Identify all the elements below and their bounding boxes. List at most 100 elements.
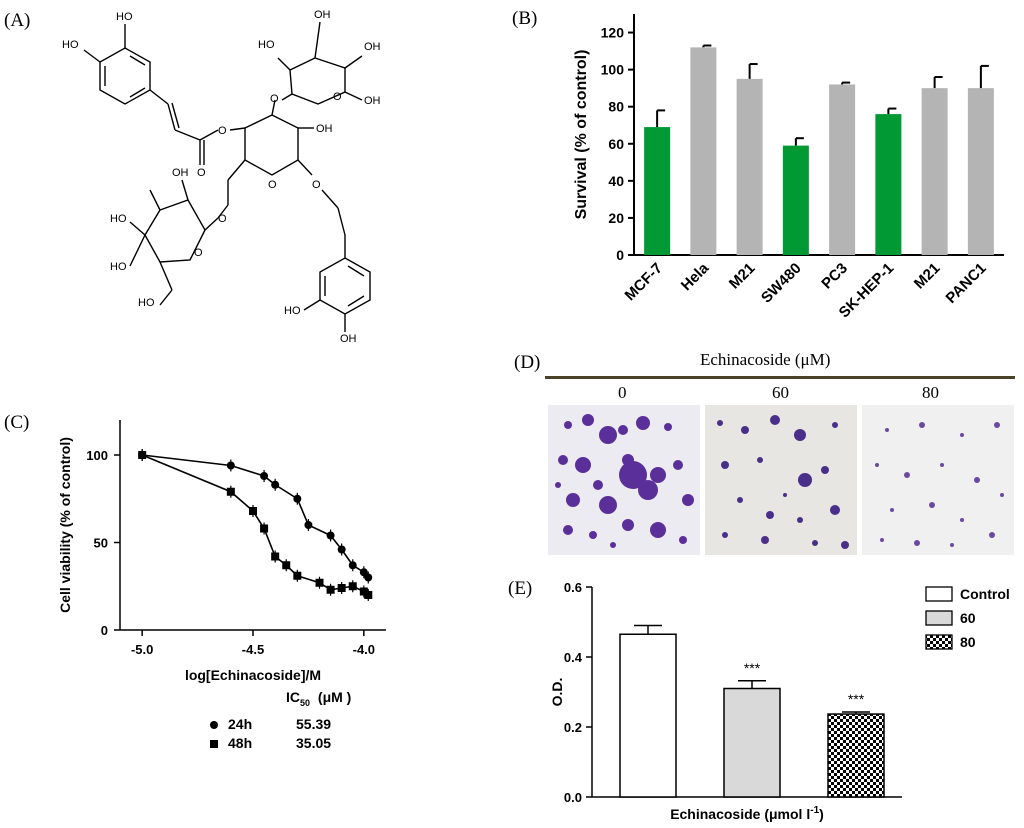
data-point-square: [337, 584, 346, 592]
data-point-circle: [326, 531, 335, 540]
chart-c: 0 50 100 -5.0 -4.5 -4.0 log[Echinacoside]/M Cel…: [57, 420, 386, 683]
y-tick-label: 0: [616, 247, 624, 263]
molecule-label: HO: [116, 11, 133, 23]
molecule-label: OH: [316, 123, 333, 135]
data-point-circle: [304, 521, 313, 529]
ic50-header: IC50 (μM ): [286, 689, 351, 708]
molecule-label: OH: [340, 333, 357, 345]
stain-image-0: [548, 405, 700, 555]
molecule-label: O: [218, 125, 227, 137]
molecule-label: O: [197, 167, 206, 179]
y-axis-label: Survival (% of control): [573, 50, 590, 220]
x-tick-label: M21: [726, 260, 759, 293]
legend-swatch: [925, 634, 953, 650]
y-tick-label: 0: [101, 623, 108, 638]
molecule-label: OH: [314, 9, 331, 21]
bar: [921, 88, 948, 256]
panel-d-rule: [545, 376, 1015, 379]
stain-image-60: [705, 405, 857, 555]
ic50-row-value: 55.39: [296, 716, 332, 732]
bar: [782, 145, 809, 255]
molecule-label: OH: [364, 41, 381, 53]
significance-label: ***: [744, 660, 761, 676]
chart-b: 0 20 40 60 80 100 120 Survival (% of control) MC…: [573, 14, 1004, 321]
series-line: [142, 454, 369, 579]
x-tick-label: PANC1: [943, 260, 990, 307]
data-point-square: [226, 487, 235, 496]
y-tick-label: 40: [608, 173, 624, 189]
bar: [690, 47, 717, 255]
bar: [619, 633, 677, 798]
data-point-square: [348, 582, 357, 591]
data-point-square: [249, 507, 257, 515]
data-point-square: [282, 561, 291, 570]
ic50-header-sub: 50: [300, 697, 311, 708]
x-axis-label: Echinacoside (μmol l-1): [670, 805, 824, 822]
y-tick-label: 0.0: [564, 790, 582, 805]
y-tick-label: 100: [601, 62, 625, 78]
ic50-row-label: 48h: [228, 735, 253, 751]
molecule-label: O: [218, 213, 227, 225]
stain-image-80: [862, 405, 1014, 555]
molecule-label: HO: [110, 213, 127, 225]
data-point-square: [364, 591, 373, 599]
x-tick-label: -5.0: [131, 642, 153, 657]
x-tick-label: Hela: [678, 259, 713, 294]
molecule-label: HO: [62, 39, 79, 51]
x-tick-label: PC3: [818, 260, 851, 293]
ic50-row-label: 24h: [228, 716, 253, 732]
panel-label-b: (B): [512, 8, 538, 29]
x-axis-label: log[Echinacoside]/M: [185, 667, 321, 683]
y-tick-label: 0.2: [564, 720, 582, 735]
data-point-square: [359, 587, 368, 596]
y-axis-label: Cell viability (% of control): [57, 437, 73, 613]
x-tick-label: -4.5: [242, 642, 264, 657]
legend-swatch: [925, 586, 953, 602]
bar: [875, 114, 902, 255]
legend-swatch: [925, 610, 953, 626]
molecule-label: O: [312, 179, 321, 191]
panel-label-e: (E): [508, 578, 533, 599]
x-tick-label: M21: [911, 260, 944, 293]
bar: [723, 687, 781, 798]
y-tick-label: 120: [601, 25, 625, 41]
data-point-circle: [293, 494, 302, 503]
series-line: [141, 454, 369, 596]
panel-label-a: (A): [4, 10, 31, 31]
y-tick-label: 20: [608, 210, 624, 226]
x-tick-label: SW480: [758, 260, 805, 307]
legend-label: 80: [960, 634, 976, 650]
y-tick-label: 100: [86, 448, 108, 463]
data-point-circle: [271, 480, 280, 489]
ic50-header-unit: (μM ): [317, 689, 352, 705]
panel-d-title: Echinacoside (μM): [700, 350, 831, 369]
bar: [829, 84, 856, 255]
panel-label-c: (C): [4, 412, 30, 433]
data-point-circle: [359, 568, 368, 577]
bar: [827, 713, 885, 798]
data-point-circle: [260, 472, 269, 480]
x-tick-label: -4.0: [353, 642, 375, 657]
molecule-label: HO: [284, 305, 301, 317]
panel-d-label: 60: [772, 383, 789, 402]
significance-label: ***: [848, 691, 865, 707]
molecule-label: O: [270, 93, 279, 105]
data-point-square: [271, 552, 280, 561]
molecule-label: HO: [258, 39, 275, 51]
legend-label: Control: [960, 586, 1010, 602]
data-point-square: [260, 524, 269, 533]
bar: [967, 88, 994, 256]
molecule-label: O: [333, 91, 342, 103]
molecule-label: HO: [138, 297, 155, 309]
ic50-header-label: IC: [286, 689, 300, 705]
y-tick-label: 0.4: [564, 650, 583, 665]
legend-label: 60: [960, 610, 976, 626]
molecule-label: O: [268, 179, 277, 191]
data-point-square: [326, 585, 335, 594]
molecule-label: OH: [364, 95, 381, 107]
molecule-structure: HO HO HO OH OH OH OH O O O O O O O O HO …: [62, 9, 381, 345]
y-tick-label: 80: [608, 99, 624, 115]
data-point-square: [138, 451, 147, 459]
ic50-row: 24h 55.39: [210, 716, 331, 732]
molecule-label: OH: [172, 167, 189, 179]
